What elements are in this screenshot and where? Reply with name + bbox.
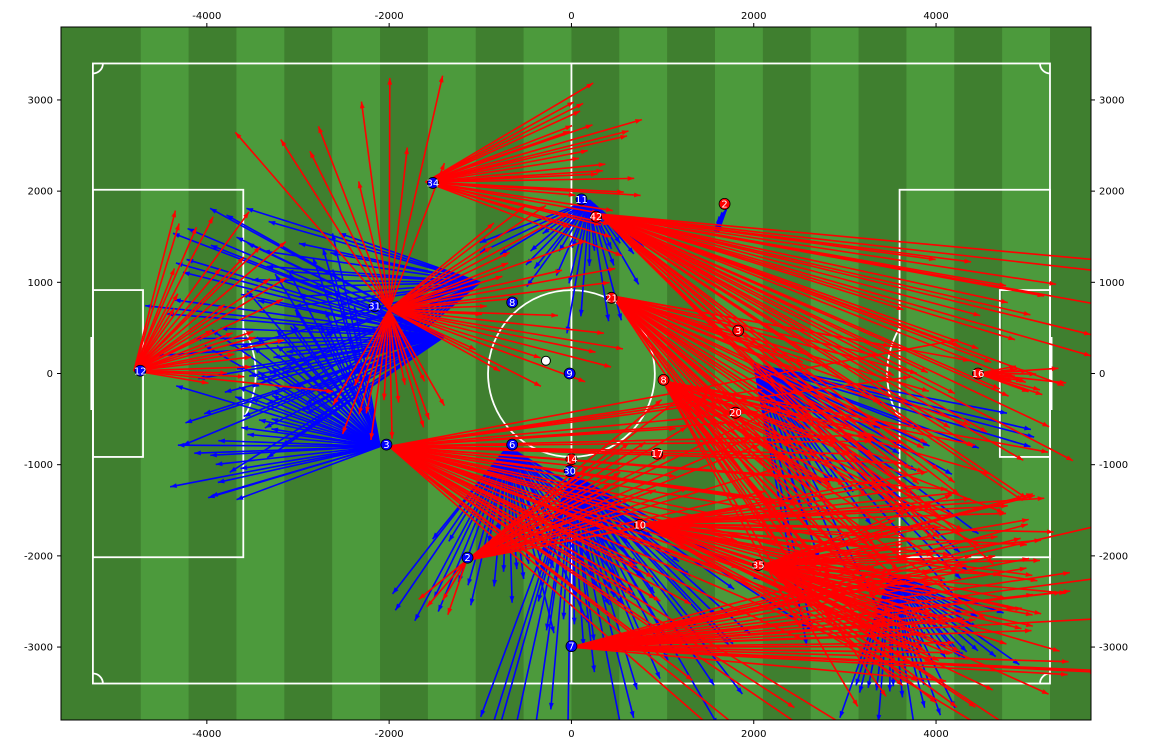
grass-stripe (428, 27, 476, 720)
player-marker: 42 (590, 211, 603, 223)
y-tick-label-right: -3000 (1099, 643, 1128, 654)
y-tick-label-right: 1000 (1099, 278, 1124, 289)
player-number: 17 (651, 449, 664, 460)
player-marker: 30 (563, 466, 576, 478)
x-tick-label-bottom: 2000 (741, 729, 766, 740)
player-number: 10 (633, 520, 646, 531)
y-tick-label-left: 0 (47, 369, 53, 380)
x-tick-label-bottom: 0 (568, 729, 574, 740)
player-number: 8 (509, 298, 515, 309)
player-marker: 34 (427, 177, 440, 189)
y-tick-label-left: 2000 (28, 187, 53, 198)
player-marker: 17 (651, 448, 664, 460)
x-tick-label-bottom: 4000 (923, 729, 948, 740)
player-marker: 14 (565, 454, 578, 466)
x-tick-label-top: -4000 (192, 11, 221, 22)
y-tick-label-right: -2000 (1099, 551, 1128, 562)
x-tick-label-top: -2000 (375, 11, 404, 22)
player-number: 11 (575, 195, 588, 206)
y-tick-label-right: 0 (1099, 369, 1105, 380)
player-number: 12 (134, 366, 147, 377)
player-number: 3 (735, 326, 741, 337)
player-marker: 10 (633, 519, 646, 531)
y-tick-label-left: 3000 (28, 95, 53, 106)
x-tick-label-top: 2000 (741, 11, 766, 22)
player-number: 42 (590, 212, 603, 223)
x-tick-label-top: 0 (568, 11, 574, 22)
player-marker: 35 (752, 559, 765, 571)
player-number: 7 (568, 642, 574, 653)
player-number: 34 (427, 178, 440, 189)
player-number: 9 (566, 369, 572, 380)
y-tick-label-right: 2000 (1099, 187, 1124, 198)
player-number: 14 (565, 455, 578, 466)
player-number: 6 (509, 440, 515, 451)
player-number: 31 (368, 302, 381, 313)
player-marker: 20 (729, 407, 742, 419)
player-number: 30 (563, 467, 576, 478)
player-number: 21 (605, 293, 618, 304)
y-tick-label-right: -1000 (1099, 460, 1128, 471)
player-marker: 12 (134, 365, 147, 377)
player-number: 3 (383, 440, 389, 451)
y-tick-label-left: 1000 (28, 278, 53, 289)
x-tick-label-top: 4000 (923, 11, 948, 22)
y-tick-label-left: -2000 (24, 551, 53, 562)
player-marker: 31 (368, 301, 381, 313)
player-number: 20 (729, 408, 742, 419)
player-marker: 11 (575, 194, 588, 206)
y-tick-label-left: -3000 (24, 643, 53, 654)
player-number: 2 (464, 553, 470, 564)
player-number: 2 (721, 199, 727, 210)
y-tick-label-left: -1000 (24, 460, 53, 471)
ball-icon (541, 356, 550, 365)
player-number: 35 (752, 560, 765, 571)
y-tick-label-right: 3000 (1099, 95, 1124, 106)
player-number: 8 (660, 375, 666, 386)
pitch: 34 1142 2 21 31 8 3 9 8 16 12 20 3 6 14 17 30 10 2 35 7 (61, 27, 1112, 748)
x-tick-label-bottom: -4000 (192, 729, 221, 740)
player-marker: 21 (605, 292, 618, 304)
player-number: 16 (972, 369, 985, 380)
x-tick-label-bottom: -2000 (375, 729, 404, 740)
player-marker: 16 (972, 368, 985, 380)
